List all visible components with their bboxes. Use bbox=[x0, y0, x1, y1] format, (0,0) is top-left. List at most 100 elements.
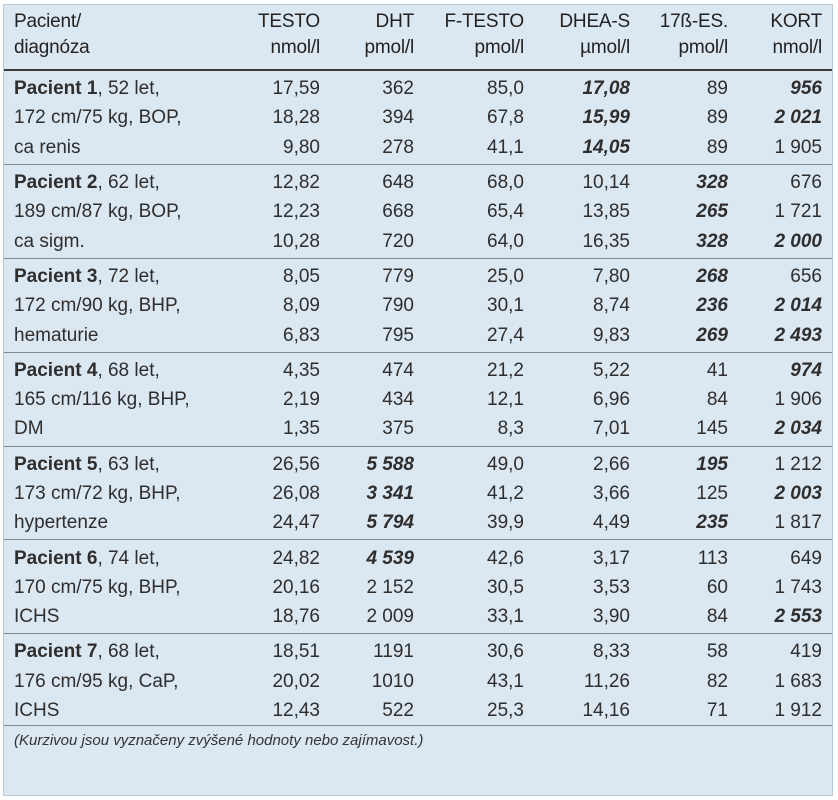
value-cell: 26,08 bbox=[272, 483, 320, 504]
value-cell: 7,80 bbox=[593, 265, 630, 287]
value-cell: 522 bbox=[330, 695, 424, 727]
header-name: DHT bbox=[375, 11, 415, 32]
patient-desc: DM bbox=[14, 418, 44, 440]
header-patient-line2: diagnóza bbox=[14, 37, 90, 58]
footnote: (Kurzivou jsou vyznačeny zvýšené hodnoty… bbox=[14, 732, 424, 750]
table-panel: Pacient/ diagnóza TESTO nmol/l DHT pmol/l … bbox=[3, 4, 833, 796]
patient-cell: ICHS bbox=[4, 695, 240, 727]
value-cell: 13,85 bbox=[582, 201, 630, 223]
value-cell: 39,9 bbox=[424, 508, 534, 541]
value-cell: 1010 bbox=[371, 670, 414, 692]
table-row: ca sigm. 10,28 720 64,0 16,35 328 2 000 bbox=[4, 226, 832, 259]
value-cell: 10,28 bbox=[240, 226, 330, 259]
patient-cell: Pacient 3, 72 let, bbox=[4, 258, 240, 291]
value-cell: 30,5 bbox=[487, 576, 524, 598]
patient-desc: 189 cm/87 kg, BOP, bbox=[14, 201, 182, 223]
patient-desc: , 62 let, bbox=[97, 172, 160, 194]
value-cell: 12,23 bbox=[272, 201, 320, 223]
value-cell: 82 bbox=[706, 670, 728, 692]
value-cell: 375 bbox=[330, 414, 424, 447]
value-cell: 362 bbox=[382, 78, 414, 100]
value-cell: 2 152 bbox=[366, 576, 414, 598]
header-dht: DHT pmol/l bbox=[330, 5, 424, 71]
value-cell: 60 bbox=[706, 576, 728, 598]
value-cell: 58 bbox=[706, 641, 728, 663]
value-cell: 434 bbox=[382, 389, 414, 411]
patient-cell: 176 cm/95 kg, CaP, bbox=[4, 667, 240, 696]
value-cell: 956 bbox=[790, 78, 822, 100]
table-row: ICHS 12,43 522 25,3 14,16 71 1 912 bbox=[4, 695, 832, 727]
table-row: 172 cm/75 kg, BOP, 18,28 394 67,8 15,99 89 2 0… bbox=[4, 103, 832, 132]
patient-desc: , 72 let, bbox=[97, 265, 160, 287]
patient-desc: , 74 let, bbox=[97, 547, 160, 569]
header-name: DHEA-S bbox=[559, 11, 630, 32]
header-patient: Pacient/ diagnóza bbox=[4, 5, 240, 71]
value-cell: 64,0 bbox=[424, 226, 534, 259]
value-cell: 41,1 bbox=[424, 132, 534, 165]
table-row: 170 cm/75 kg, BHP, 20,16 2 152 30,5 3,53 60 1 … bbox=[4, 573, 832, 602]
value-cell: 8,33 bbox=[593, 641, 630, 663]
patient-desc: , 63 let, bbox=[97, 453, 160, 475]
value-cell: 656 bbox=[790, 265, 822, 287]
patient-desc: ICHS bbox=[14, 700, 60, 722]
value-cell: 779 bbox=[382, 265, 414, 287]
value-cell: 145 bbox=[640, 414, 738, 447]
value-cell: 113 bbox=[697, 547, 728, 569]
value-cell: 42,6 bbox=[487, 547, 524, 569]
patient-cell: 165 cm/116 kg, BHP, bbox=[4, 385, 240, 414]
value-cell: 67,8 bbox=[487, 107, 524, 129]
header-unit: nmol/l bbox=[772, 37, 823, 58]
value-cell: 2 009 bbox=[330, 602, 424, 635]
patient-desc: ICHS bbox=[14, 606, 60, 628]
table-row: ca renis 9,80 278 41,1 14,05 89 1 905 bbox=[4, 132, 832, 165]
value-cell: 3,53 bbox=[593, 576, 630, 598]
header-patient-line1: Pacient/ bbox=[14, 11, 82, 32]
value-cell: 18,76 bbox=[240, 602, 330, 635]
patient-desc: , 68 let, bbox=[97, 641, 160, 663]
value-cell: 16,35 bbox=[534, 226, 640, 259]
patient-desc: hypertenze bbox=[14, 512, 109, 534]
value-cell: 2 553 bbox=[738, 602, 832, 635]
value-cell: 648 bbox=[382, 172, 414, 194]
value-cell: 27,4 bbox=[424, 320, 534, 353]
value-cell: 720 bbox=[330, 226, 424, 259]
patient-name: Pacient 4 bbox=[14, 359, 98, 381]
value-cell: 8,09 bbox=[283, 295, 320, 317]
table-row: Pacient 6, 74 let, 24,82 4 539 42,6 3,17 113 6… bbox=[4, 540, 832, 573]
header-dhea-s: DHEA-S µmol/l bbox=[534, 5, 640, 71]
patient-cell: Pacient 5, 63 let, bbox=[4, 446, 240, 479]
patient-cell: 189 cm/87 kg, BOP, bbox=[4, 197, 240, 226]
table-row: 173 cm/72 kg, BHP, 26,08 3 341 41,2 3,66 125 2… bbox=[4, 479, 832, 508]
value-cell: 2,19 bbox=[283, 389, 320, 411]
table-row: Pacient 4, 68 let, 4,35 474 21,2 5,22 41 974 bbox=[4, 352, 832, 385]
value-cell: 20,02 bbox=[272, 670, 320, 692]
value-cell: 8,74 bbox=[593, 295, 630, 317]
patient-cell: Pacient 7, 68 let, bbox=[4, 634, 240, 667]
patient-cell: Pacient 1, 52 let, bbox=[4, 70, 240, 103]
patient-cell: ca sigm. bbox=[4, 226, 240, 259]
value-cell: 394 bbox=[382, 107, 414, 129]
value-cell: 2,66 bbox=[593, 453, 630, 475]
header-f-testo: F-TESTO pmol/l bbox=[424, 5, 534, 71]
value-cell: 9,80 bbox=[240, 132, 330, 165]
value-cell: 89 bbox=[706, 78, 728, 100]
patient-name: Pacient 1 bbox=[14, 78, 98, 100]
header-unit: pmol/l bbox=[364, 37, 415, 58]
header-unit: nmol/l bbox=[270, 37, 321, 58]
value-cell: 265 bbox=[696, 201, 728, 223]
patient-name: Pacient 5 bbox=[14, 453, 98, 475]
value-cell: 5 588 bbox=[366, 453, 414, 475]
value-cell: 2 034 bbox=[738, 414, 832, 447]
patient-cell: hematurie bbox=[4, 320, 240, 353]
patient-desc: , 52 let, bbox=[97, 78, 160, 100]
table-row: 189 cm/87 kg, BOP, 12,23 668 65,4 13,85 265 1 … bbox=[4, 197, 832, 226]
value-cell: 676 bbox=[790, 172, 822, 194]
patient-cell: Pacient 6, 74 let, bbox=[4, 540, 240, 573]
value-cell: 195 bbox=[696, 453, 728, 475]
header-17b-es: 17ß-ES. pmol/l bbox=[640, 5, 738, 71]
value-cell: 84 bbox=[640, 602, 738, 635]
value-cell: 3 341 bbox=[366, 483, 414, 504]
value-cell: 1 817 bbox=[738, 508, 832, 541]
patient-name: Pacient 2 bbox=[14, 172, 98, 194]
value-cell: 25,3 bbox=[424, 695, 534, 727]
